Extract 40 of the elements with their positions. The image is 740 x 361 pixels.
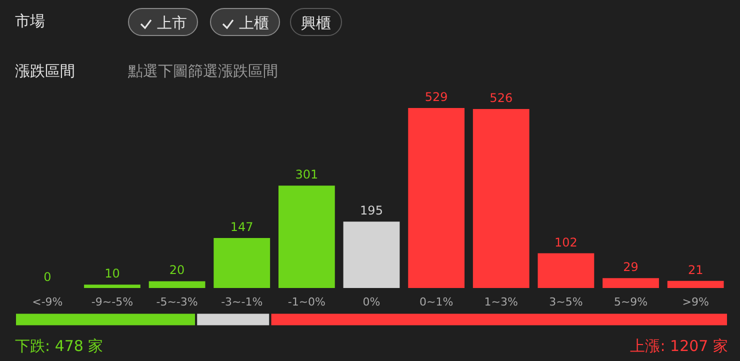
x-tick-label: 3~5% — [549, 296, 583, 308]
x-tick-label: <-9% — [32, 296, 63, 308]
data-label: 195 — [360, 204, 383, 218]
data-label: 301 — [295, 168, 318, 182]
data-label: 10 — [104, 266, 120, 281]
bar — [148, 281, 206, 288]
bar — [602, 278, 659, 288]
data-label: 147 — [230, 220, 254, 234]
bar — [343, 222, 400, 288]
bar — [538, 253, 594, 288]
bar — [667, 280, 724, 288]
x-tick-label: 0~1% — [419, 296, 454, 308]
bar — [408, 108, 465, 288]
x-tick-label: -9~-5% — [91, 296, 134, 308]
x-tick-label: -1~0% — [288, 296, 326, 308]
bar — [214, 238, 270, 288]
bar — [278, 186, 335, 288]
data-label: 20 — [169, 263, 185, 278]
x-tick-label: -5~-3% — [156, 296, 198, 308]
x-tick-label: 0% — [362, 296, 380, 308]
text: 上櫃 — [210, 8, 280, 36]
bar — [472, 109, 530, 288]
data-label: 29 — [623, 260, 638, 274]
text: 下跌: 478 家 — [15, 337, 104, 356]
data-label: 0 — [44, 270, 52, 284]
data-label: 529 — [424, 90, 448, 104]
x-tick-label: 5~9% — [614, 296, 648, 308]
text: 上市 — [128, 8, 198, 36]
data-label: 102 — [554, 235, 578, 250]
data-label: 526 — [490, 91, 513, 106]
bar — [84, 284, 140, 288]
text: 興櫃 — [290, 8, 342, 36]
x-tick-label: 1~3% — [484, 296, 518, 308]
text: 點選下圖篩選漲跌區間 — [128, 62, 278, 81]
x-tick-label: -3~-1% — [221, 296, 263, 308]
data-label: 21 — [688, 262, 704, 277]
text: 市場 — [15, 12, 45, 31]
x-tick-label: >9% — [682, 296, 709, 308]
text: 上漲: 1207 家 — [630, 337, 728, 356]
text: 漲跌區間 — [15, 62, 75, 81]
